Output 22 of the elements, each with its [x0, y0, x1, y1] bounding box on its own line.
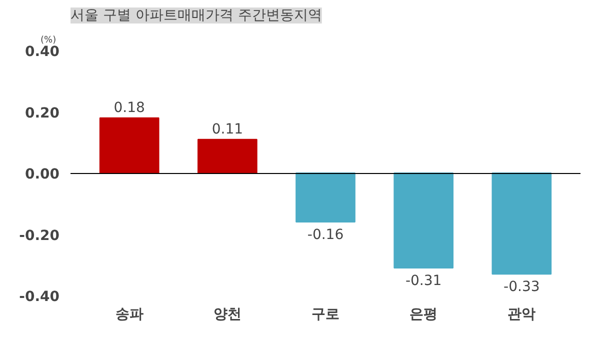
bar: [394, 172, 454, 268]
data-label: -0.16: [307, 227, 344, 243]
data-label: -0.33: [504, 279, 540, 296]
x-tick-label: 은평: [410, 306, 438, 322]
bar: [99, 117, 160, 174]
y-tick-label: 0.40: [24, 44, 60, 60]
y-tick-label: 0.20: [24, 105, 60, 122]
data-label: -0.31: [405, 272, 442, 289]
x-tick-label: 양천: [213, 306, 242, 322]
bar: [198, 138, 258, 174]
data-label: 0.18: [114, 100, 145, 116]
y-tick-label: -0.40: [19, 289, 60, 305]
y-axis-title: (%): [40, 36, 56, 46]
x-tick-label: 구로: [312, 306, 340, 322]
chart-title: 서울 구별 아파트매매가격 주간변동지역: [70, 8, 322, 24]
x-tick-label: 송파: [115, 306, 144, 322]
bar: [296, 172, 356, 222]
y-tick-label: 0.00: [24, 166, 60, 182]
y-tick-label: -0.20: [19, 228, 60, 244]
data-label: 0.11: [212, 121, 244, 138]
bar: [492, 172, 552, 275]
x-tick-label: 관악: [508, 306, 536, 322]
